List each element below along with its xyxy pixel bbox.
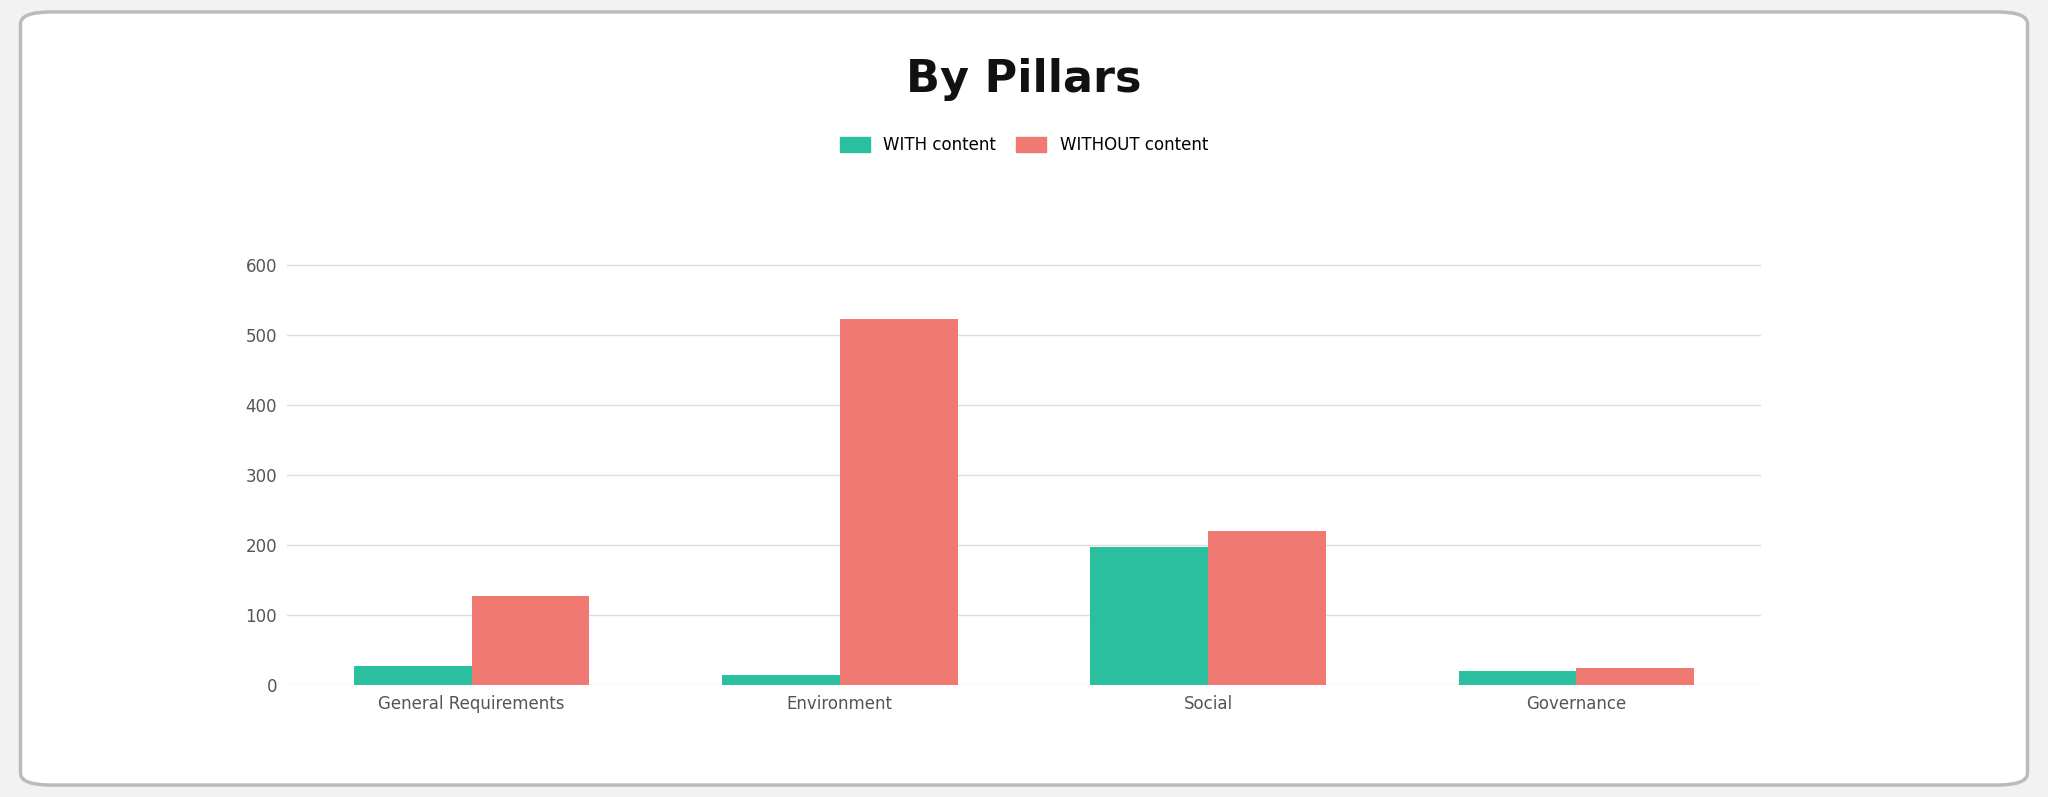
Legend: WITH content, WITHOUT content: WITH content, WITHOUT content [834,130,1214,161]
Bar [723,675,840,685]
Bar [1577,668,1694,685]
Bar [471,596,590,685]
Bar [1208,532,1325,685]
Bar [840,319,958,685]
Bar [1458,671,1577,685]
Bar [1090,548,1208,685]
Text: By Pillars: By Pillars [907,58,1141,101]
Bar [354,665,471,685]
